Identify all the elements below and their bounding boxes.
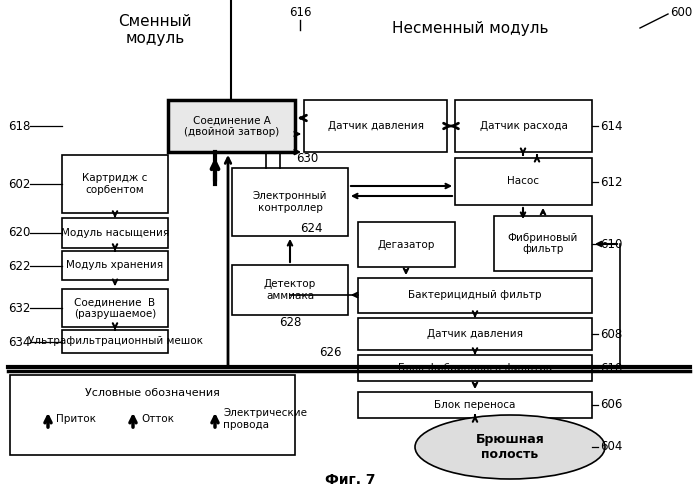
Bar [62,289,168,327]
Bar [455,100,592,152]
Bar [455,158,592,205]
Text: 626: 626 [318,346,342,359]
Text: Бактерицидный фильтр: Бактерицидный фильтр [408,290,542,301]
Text: Дегазатор: Дегазатор [378,240,435,249]
Text: Модуль насыщения: Модуль насыщения [61,228,169,238]
Bar [62,330,168,353]
Text: Картридж с
сорбентом: Картридж с сорбентом [83,173,148,195]
Text: 628: 628 [279,317,301,329]
Text: Электрические
провода: Электрические провода [223,408,307,430]
Bar [232,265,348,315]
Text: Детектор
аммиака: Детектор аммиака [264,279,316,301]
Bar [358,222,455,267]
Text: Брюшная
полость: Брюшная полость [475,433,545,461]
Text: 612: 612 [600,176,622,188]
Text: 602: 602 [8,178,30,190]
Text: 616: 616 [288,5,312,19]
Text: 614: 614 [600,120,622,133]
Text: 618: 618 [8,120,30,133]
Text: 622: 622 [8,260,31,272]
Ellipse shape [415,415,605,479]
Bar [304,100,447,152]
Bar [358,355,592,381]
Text: 610: 610 [600,238,622,250]
Text: Электронный
контроллер: Электронный контроллер [253,191,328,213]
Text: 608: 608 [600,327,622,341]
Bar [62,155,168,213]
Text: Датчик давления: Датчик давления [427,329,523,339]
Bar [62,251,168,280]
Bar [62,218,168,248]
Text: Насос: Насос [508,177,540,186]
Text: 630: 630 [296,151,318,164]
Text: Отток: Отток [141,414,174,424]
Bar [358,318,592,350]
Text: Фиг. 7: Фиг. 7 [325,473,375,487]
Bar [10,375,295,455]
Text: Датчик давления: Датчик давления [328,121,424,131]
Text: Датчик расхода: Датчик расхода [480,121,568,131]
Bar [358,392,592,418]
Text: 624: 624 [300,222,323,235]
Text: Приток: Приток [56,414,96,424]
Text: Соединение А
(двойной затвор): Соединение А (двойной затвор) [184,115,279,137]
Text: 632: 632 [8,302,30,314]
Text: 610: 610 [600,362,622,374]
Text: 620: 620 [8,226,30,240]
Text: 604: 604 [600,441,622,453]
Bar [358,278,592,313]
Text: Условные обозначения: Условные обозначения [85,388,220,398]
Text: Фибриновый
фильтр: Фибриновый фильтр [508,233,578,254]
Text: 634: 634 [8,336,30,348]
Bar [168,100,295,152]
Bar [494,216,592,271]
Text: Несменный модуль: Несменный модуль [392,20,548,36]
Text: Блок переноса: Блок переноса [434,400,516,410]
Bar [232,168,348,236]
Text: Блок фибринового фильтра: Блок фибринового фильтра [398,363,552,373]
Text: Ультрафильтрационный мешок: Ультрафильтрационный мешок [27,337,202,346]
Text: 600: 600 [670,5,692,19]
Text: Модуль хранения: Модуль хранения [66,261,164,270]
Text: Соединение  В
(разрушаемое): Соединение В (разрушаемое) [74,297,156,319]
Text: 606: 606 [600,399,622,411]
Text: Сменный
модуль: Сменный модуль [118,14,192,46]
